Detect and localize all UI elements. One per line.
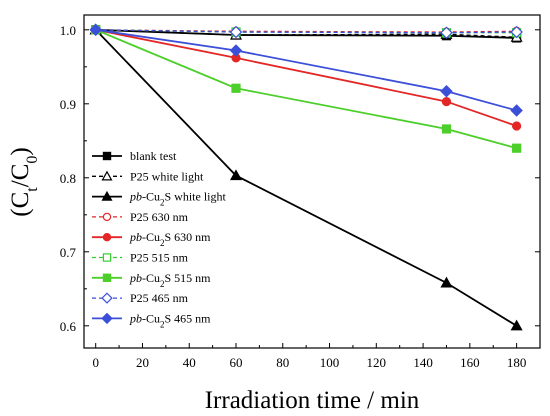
legend-label: pb-Cu2S 465 nm [129, 311, 211, 329]
y-axis-label: (Ct/C0) [7, 147, 41, 216]
data-point [512, 143, 522, 153]
y-tick-label: 0.6 [60, 319, 77, 334]
data-point [512, 121, 522, 131]
legend-marker [102, 212, 112, 222]
series-line [95, 29, 517, 34]
legend-label: P25 465 nm [130, 291, 189, 305]
plot-frame [83, 14, 541, 349]
legend-label: pb-Cu2S white light [129, 190, 227, 208]
legend-marker [102, 232, 112, 242]
data-point [510, 104, 523, 117]
data-point [510, 25, 523, 39]
data-point [510, 319, 523, 331]
x-tick-label: 120 [367, 355, 387, 370]
x-tick-label: 20 [136, 355, 149, 370]
series-line [95, 29, 518, 327]
data-point [229, 169, 243, 181]
legend-label: P25 630 nm [130, 210, 189, 224]
data-point [440, 26, 453, 40]
x-axis-label: Irradiation time / min [205, 387, 420, 414]
series-line [95, 28, 517, 127]
legend-entry: pb-Cu2S white light [92, 190, 227, 208]
series-layer [89, 23, 523, 331]
x-tick-label: 180 [507, 355, 527, 370]
legend-marker [102, 273, 112, 283]
legend-entry: blank test [92, 149, 177, 163]
data-point [89, 23, 102, 37]
series-7 [91, 25, 522, 153]
legend: blank test P25 white light pb-Cu2S white l… [92, 149, 227, 329]
x-tick-label: 160 [460, 355, 480, 370]
data-point [440, 276, 453, 288]
legend-marker [101, 292, 113, 304]
series-line [95, 29, 517, 38]
legend-entry: P25 515 nm [92, 251, 189, 265]
data-point [229, 25, 243, 39]
y-tick-label: 1.0 [60, 23, 76, 38]
legend-label: pb-Cu2S 630 nm [129, 230, 211, 248]
x-tick-label: 80 [276, 355, 289, 370]
series-line [95, 28, 517, 112]
data-point [229, 44, 243, 57]
x-tick-label: 100 [320, 355, 340, 370]
legend-marker [102, 253, 112, 262]
legend-marker [101, 312, 113, 325]
legend-label: pb-Cu2S 515 nm [129, 271, 211, 289]
series-5 [91, 25, 522, 131]
legend-entry: P25 465 nm [92, 291, 189, 305]
legend-entry: pb-Cu2S 465 nm [92, 311, 211, 329]
legend-entry: pb-Cu2S 515 nm [92, 271, 211, 289]
legend-marker [102, 151, 112, 161]
data-point [441, 124, 452, 134]
y-tick-label: 0.8 [60, 171, 76, 186]
x-axis-ticks: 0 20 40 60 80 100 120 140 160 180 [92, 343, 526, 370]
legend-label: P25 white light [130, 169, 204, 183]
series-line [95, 28, 517, 150]
legend-entry: P25 white light [92, 169, 204, 183]
data-point [441, 96, 452, 107]
x-tick-label: 60 [230, 355, 243, 370]
y-tick-label: 0.9 [60, 97, 76, 112]
data-point [440, 84, 453, 98]
x-tick-label: 40 [183, 355, 196, 370]
y-axis-ticks: 0.6 0.7 0.8 0.9 1.0 [60, 23, 540, 334]
x-tick-label: 140 [413, 355, 433, 370]
legend-entry: P25 630 nm [92, 210, 189, 224]
y-tick-label: 0.7 [60, 245, 77, 260]
legend-marker [101, 170, 113, 181]
legend-entry: pb-Cu2S 630 nm [92, 230, 211, 248]
legend-label: P25 515 nm [130, 251, 189, 265]
x-tick-label: 0 [92, 355, 99, 370]
legend-marker [101, 190, 113, 201]
legend-label: blank test [130, 149, 177, 163]
series-9 [89, 23, 523, 117]
data-point [231, 83, 241, 93]
